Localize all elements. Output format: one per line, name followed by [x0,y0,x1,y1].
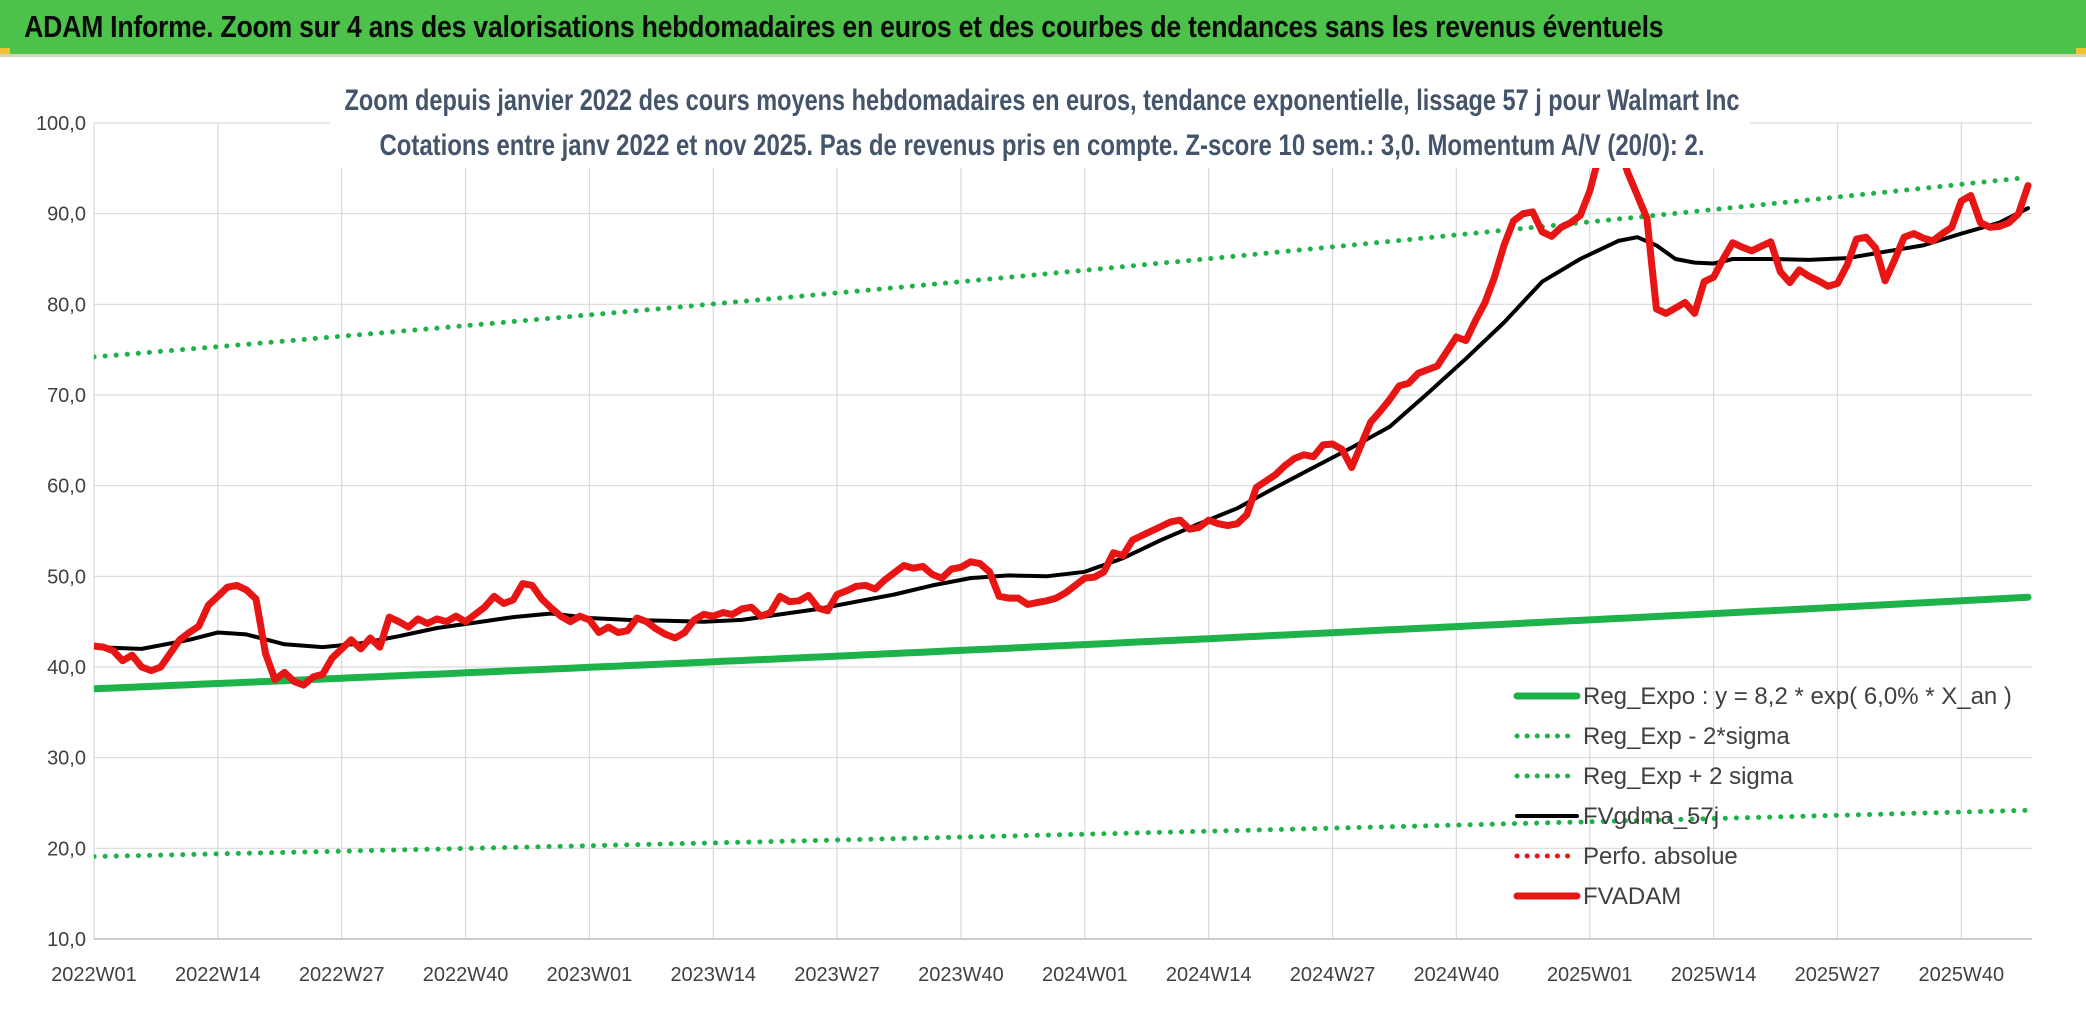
x-tick-label: 2024W14 [1166,964,1252,986]
y-tick-label: 50,0 [47,566,86,588]
chart-series [94,112,2032,859]
x-tick-label: 2023W14 [670,964,756,986]
x-tick-label: 2024W27 [1290,964,1376,986]
banner-corner-right [2076,48,2086,54]
chart-title: Zoom depuis janvier 2022 des cours moyen… [330,78,1750,168]
y-tick-label: 60,0 [47,476,86,498]
x-tick-label: 2025W01 [1547,964,1633,986]
y-tick-label: 80,0 [47,294,86,316]
x-tick-label: 2022W14 [175,964,261,986]
series-line-reg-exp-2-sigma [94,174,2031,360]
y-tick-label: 30,0 [47,748,86,770]
y-tick-label: 10,0 [47,929,86,951]
series-line-reg-expo [94,593,2032,693]
x-axis-ticks: 2022W01 2022W14 2022W27 2022W40 2023W01 2023W… [51,964,2004,986]
legend-label: Perfo. absolue [1583,843,1738,870]
chart-title-line2: Cotations entre janv 2022 et nov 2025. P… [380,129,1705,162]
x-tick-label: 2024W40 [1414,964,1500,986]
series-line-fvadam [94,112,2032,689]
x-tick-label: 2025W27 [1795,964,1881,986]
legend-label: Reg_Expo : y = 8,2 * exp( 6,0% * X_an ) [1583,683,2012,710]
banner-corner-left [0,48,10,54]
legend-label: Reg_Exp + 2 sigma [1583,763,1794,790]
x-tick-label: 2025W14 [1671,964,1757,986]
legend-label: FVgdma_57j [1583,803,1719,830]
x-tick-label: 2023W40 [918,964,1004,986]
series-line-fvgdma-57j [94,206,2030,651]
y-tick-label: 90,0 [47,204,86,226]
chart-legend: Reg_Expo : y = 8,2 * exp( 6,0% * X_an ) R… [1513,683,2012,910]
x-tick-label: 2023W27 [794,964,880,986]
x-tick-label: 2022W27 [299,964,385,986]
x-tick-label: 2025W40 [1918,964,2004,986]
x-tick-label: 2024W01 [1042,964,1128,986]
y-tick-label: 100,0 [36,113,86,135]
y-tick-label: 40,0 [47,657,86,679]
legend-label: FVADAM [1583,883,1681,910]
chart-title-background [330,78,1750,168]
report-banner: ADAM Informe. Zoom sur 4 ans des valoris… [0,0,2086,54]
chart-title-line1: Zoom depuis janvier 2022 des cours moyen… [345,84,1740,117]
legend-label: Reg_Exp - 2*sigma [1583,723,1790,750]
x-tick-label: 2022W01 [51,964,137,986]
y-tick-label: 20,0 [47,838,86,860]
y-axis-ticks: 10,0 20,0 30,0 40,0 50,0 60,0 70,0 80,0 90,0 100,… [36,113,86,951]
series-line-reg-exp-2-sigma [94,807,2031,859]
y-tick-label: 70,0 [47,385,86,407]
x-tick-label: 2023W01 [547,964,633,986]
chart-panel [0,54,2086,1031]
report-banner-title: ADAM Informe. Zoom sur 4 ans des valoris… [24,9,1664,44]
x-tick-label: 2022W40 [423,964,509,986]
